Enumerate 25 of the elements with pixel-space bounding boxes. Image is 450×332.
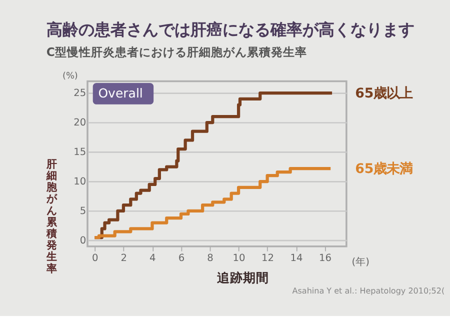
y-tick-label: 10 [74, 176, 86, 188]
y-tick-label: 5 [80, 206, 86, 218]
y-tick-label: 20 [74, 118, 86, 129]
annotation: Overall [98, 85, 143, 100]
series-label: 65歳未満 [355, 162, 413, 177]
series-label: 65歳以上 [355, 86, 413, 102]
chart-subtitle: C型慢性肝炎患者における肝細胞がん累積発生率 [46, 45, 307, 60]
x-tick-label: 16 [319, 253, 332, 264]
text: Asahina Y et al.: Hepatology 2010;52( [292, 286, 445, 296]
x-axis-title: 追跡期間 [216, 270, 269, 286]
x-tick-label: 6 [178, 253, 185, 264]
x-tick-label: 4 [150, 253, 156, 264]
x-tick-label: 14 [290, 253, 303, 264]
chart-title: 高齢の患者さんでは肝癌になる確率が高くなります [46, 20, 414, 39]
x-tick-label: 2 [120, 253, 128, 264]
text: (年) [352, 256, 370, 268]
y-tick-label: 0 [80, 236, 86, 247]
x-tick-label: 0 [92, 253, 98, 264]
text: (%) [62, 72, 78, 82]
y-tick-label: 15 [74, 147, 86, 158]
y-tick-label: 25 [74, 88, 86, 100]
x-tick-label: 10 [232, 253, 246, 264]
x-tick-label: 12 [262, 253, 274, 264]
text: 肝細胞がん累積発生率 [46, 157, 58, 275]
x-tick-label: 8 [207, 253, 214, 264]
